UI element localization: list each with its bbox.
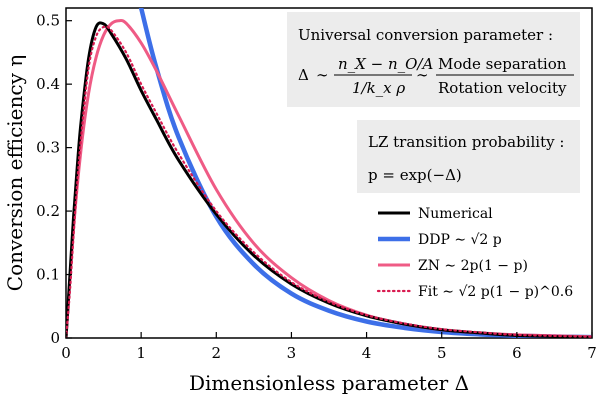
annotation-box-lz-probability-bg	[357, 120, 580, 193]
annotation-ratio-numerator: Mode separation	[438, 55, 567, 73]
annotation-denominator: 1/k_x ρ	[352, 79, 405, 97]
annotation-lz-formula: p = exp(−Δ)	[368, 166, 462, 184]
legend-label-1: DDP ∼ √2 p	[418, 232, 502, 248]
x-tick-label-6: 6	[512, 344, 522, 362]
x-tick-label-4: 4	[362, 344, 372, 362]
y-tick-label-3: 0.3	[36, 139, 60, 157]
x-tick-label-5: 5	[437, 344, 447, 362]
y-axis-label: Conversion efficiency η	[3, 55, 27, 291]
legend-label-3: Fit ∼ √2 p(1 − p)^0.6	[418, 284, 573, 300]
annotation-numerator: n_X − n_O/A	[338, 55, 433, 73]
annotation-lz-title: LZ transition probability :	[368, 133, 564, 151]
plot-frame	[65, 7, 593, 339]
series-line-3	[66, 25, 592, 338]
x-tick-label-0: 0	[61, 344, 71, 362]
x-axis: 0 1 2 3 4 5 6 7	[61, 332, 597, 362]
annotation-ratio-denominator: Rotation velocity	[438, 79, 567, 97]
annotation-box-lz-probability: LZ transition probability : p = exp(−Δ)	[357, 120, 580, 193]
y-tick-label-4: 0.4	[36, 75, 60, 93]
y-axis: 0 0.1 0.2 0.3 0.4 0.5	[36, 12, 72, 347]
annotation-box-conversion-parameter-bg	[287, 12, 580, 107]
series-layer	[66, 8, 592, 338]
annotation-sim-2: ∼	[416, 66, 429, 84]
annotation-sim-1: ∼	[316, 66, 329, 84]
x-tick-label-2: 2	[212, 344, 222, 362]
series-line-0	[66, 21, 592, 338]
y-tick-label-1: 0.1	[36, 266, 60, 284]
x-tick-label-1: 1	[136, 344, 146, 362]
annotation-conversion-title: Universal conversion parameter :	[298, 26, 553, 44]
y-tick-label-2: 0.2	[36, 202, 60, 220]
x-axis-label: Dimensionless parameter Δ	[189, 371, 469, 395]
legend: Numerical DDP ∼ √2 p ZN ∼ 2p(1 − p) Fit ∼ √…	[376, 206, 573, 300]
annotation-box-conversion-parameter: Universal conversion parameter : Δ ∼ n_X…	[287, 12, 580, 107]
y-tick-label-0: 0	[50, 329, 60, 347]
x-tick-label-3: 3	[287, 344, 297, 362]
annotation-delta-symbol: Δ	[298, 66, 309, 84]
x-tick-label-7: 7	[587, 344, 597, 362]
legend-label-2: ZN ∼ 2p(1 − p)	[418, 258, 528, 274]
y-tick-label-5: 0.5	[36, 12, 60, 30]
legend-label-0: Numerical	[418, 206, 493, 222]
